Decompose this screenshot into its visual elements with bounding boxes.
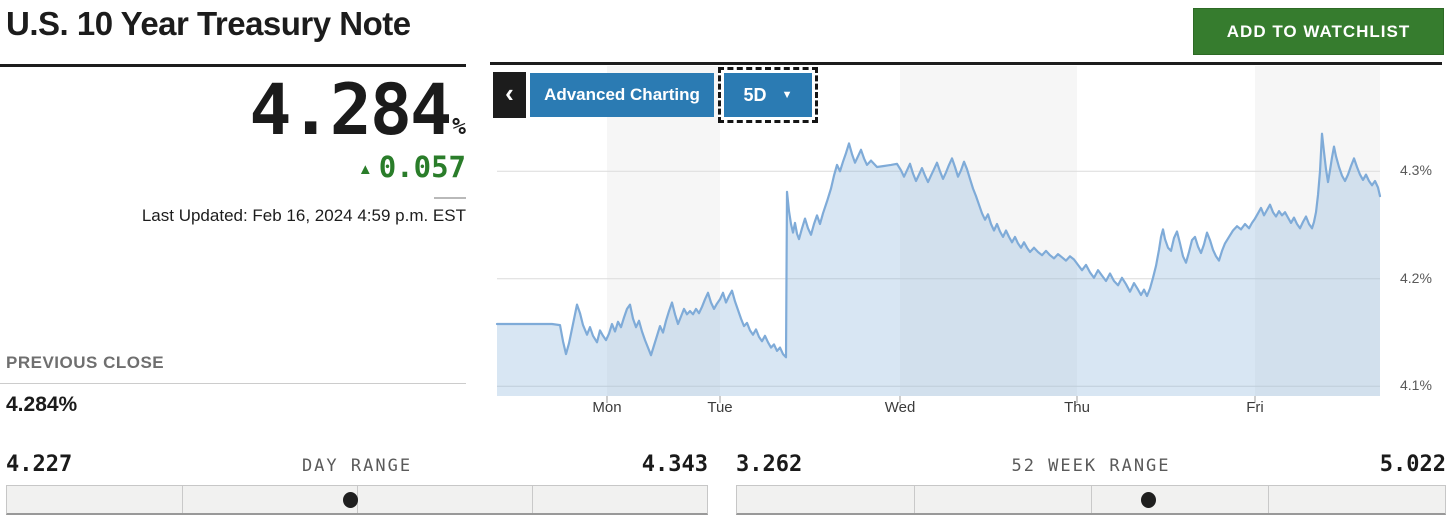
x-tick-label: Tue xyxy=(707,399,733,416)
day-range-track xyxy=(6,485,708,515)
x-tick-label: Mon xyxy=(592,399,622,416)
track-divider xyxy=(1268,486,1269,513)
52-week-range-track xyxy=(736,485,1446,515)
52-week-range-marker xyxy=(1140,492,1156,508)
52-week-range-widget: 3.262 52 WEEK RANGE 5.022 xyxy=(736,452,1446,515)
yield-area-chart[interactable] xyxy=(495,66,1382,403)
page-title: U.S. 10 Year Treasury Note xyxy=(6,5,411,42)
day-range-marker xyxy=(343,492,358,508)
chart-top-divider xyxy=(490,62,1442,65)
back-button[interactable]: ‹ xyxy=(493,72,526,118)
x-tick-label: Wed xyxy=(884,399,916,416)
y-tick-label: 4.2% xyxy=(1400,270,1432,286)
day-range-high: 4.343 xyxy=(641,452,708,477)
advanced-charting-button[interactable]: Advanced Charting xyxy=(530,73,714,117)
current-yield: 4.284 % xyxy=(0,74,466,146)
chevron-down-icon: ▼ xyxy=(781,89,793,101)
yield-value: 4.284 xyxy=(249,69,452,151)
chevron-left-icon: ‹ xyxy=(505,78,514,108)
timeframe-selected: 5D xyxy=(743,84,767,105)
y-tick-label: 4.3% xyxy=(1400,162,1432,178)
chart-x-axis: Mon Tue Wed Thu Fri xyxy=(497,399,1380,419)
previous-close-value: 4.284% xyxy=(6,393,78,416)
previous-close-divider xyxy=(0,383,466,384)
up-arrow-icon: ▲ xyxy=(357,161,373,178)
last-updated: Last Updated: Feb 16, 2024 4:59 p.m. EST xyxy=(141,206,466,225)
x-tick-label: Thu xyxy=(1064,399,1090,416)
timeframe-dropdown[interactable]: 5D ▼ xyxy=(718,67,818,123)
title-divider xyxy=(0,64,466,67)
day-range-low: 4.227 xyxy=(6,452,73,477)
previous-close-label: PREVIOUS CLOSE xyxy=(6,353,165,372)
change-value: 0.057 xyxy=(378,150,466,184)
track-divider xyxy=(1091,486,1092,513)
change-divider xyxy=(434,197,466,199)
track-divider xyxy=(914,486,915,513)
yield-unit: % xyxy=(452,114,466,140)
add-to-watchlist-button[interactable]: ADD TO WATCHLIST xyxy=(1193,8,1444,55)
day-range-label: DAY RANGE xyxy=(301,456,413,476)
chart-y-axis: 4.3% 4.2% 4.1% xyxy=(1400,66,1456,396)
track-divider xyxy=(532,486,533,513)
change-row: ▲ 0.057 xyxy=(0,150,466,184)
x-tick-label: Fri xyxy=(1246,399,1264,416)
timeframe-dropdown-inner: 5D ▼ xyxy=(724,73,812,117)
52-week-high: 5.022 xyxy=(1379,452,1446,477)
day-range-widget: 4.227 DAY RANGE 4.343 xyxy=(6,452,708,515)
52-week-low: 3.262 xyxy=(736,452,803,477)
track-divider xyxy=(182,486,183,513)
52-week-label: 52 WEEK RANGE xyxy=(1011,456,1171,476)
y-tick-label: 4.1% xyxy=(1400,377,1432,393)
